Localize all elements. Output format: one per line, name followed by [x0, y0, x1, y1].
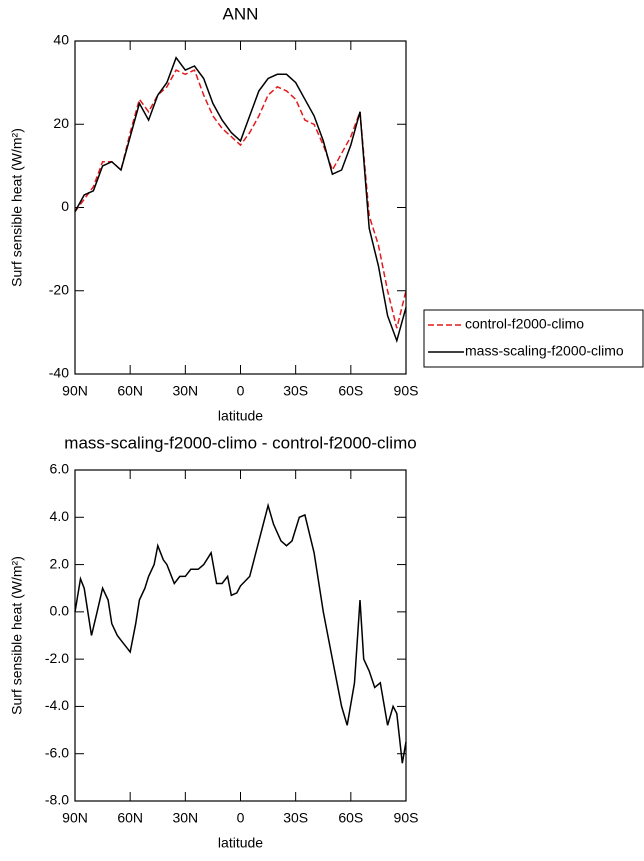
x-tick-label: 60N [117, 383, 143, 399]
x-tick-label: 90S [394, 383, 419, 399]
y-tick-label: 4.0 [50, 508, 70, 524]
x-tick-label: 30N [172, 383, 198, 399]
y-tick-label: -4.0 [45, 697, 69, 713]
x-axis-label: latitude [218, 835, 263, 851]
y-tick-label: 20 [53, 115, 69, 131]
x-tick-label: 90N [62, 810, 88, 826]
y-tick-label: 0 [61, 198, 69, 214]
y-tick-label: -8.0 [45, 792, 69, 808]
data-line [74, 69, 407, 329]
y-tick-label: -2.0 [45, 650, 69, 666]
x-tick-label: 90S [394, 810, 419, 826]
legend-label: mass-scaling-f2000-climo [465, 343, 624, 359]
data-line [74, 502, 407, 764]
y-tick-label: 0.0 [50, 603, 70, 619]
x-tick-label: 0 [237, 383, 245, 399]
y-axis-label: Surf sensible heat (W/m²) [9, 556, 25, 715]
x-tick-label: 30S [283, 383, 308, 399]
legend-label: control-f2000-climo [465, 316, 584, 332]
y-tick-label: 6.0 [50, 461, 70, 477]
x-axis-label: latitude [218, 408, 263, 424]
y-tick-label: -20 [49, 281, 69, 297]
plot-frame [74, 469, 407, 802]
plot-frame [74, 40, 407, 375]
x-tick-label: 60S [338, 383, 363, 399]
x-tick-label: 0 [237, 810, 245, 826]
x-tick-label: 90N [62, 383, 88, 399]
y-axis-label: Surf sensible heat (W/m²) [9, 128, 25, 287]
x-tick-label: 30N [172, 810, 198, 826]
legend-box [423, 309, 644, 368]
y-tick-label: -40 [49, 365, 69, 381]
y-tick-label: 2.0 [50, 555, 70, 571]
x-tick-label: 60S [338, 810, 363, 826]
x-tick-label: 60N [117, 810, 143, 826]
chart-title: ANN [223, 4, 259, 23]
y-tick-label: -6.0 [45, 744, 69, 760]
data-line [74, 56, 407, 344]
chart-title: mass-scaling-f2000-climo - control-f2000… [64, 433, 416, 452]
x-tick-label: 30S [283, 810, 308, 826]
y-tick-label: 40 [53, 32, 69, 48]
